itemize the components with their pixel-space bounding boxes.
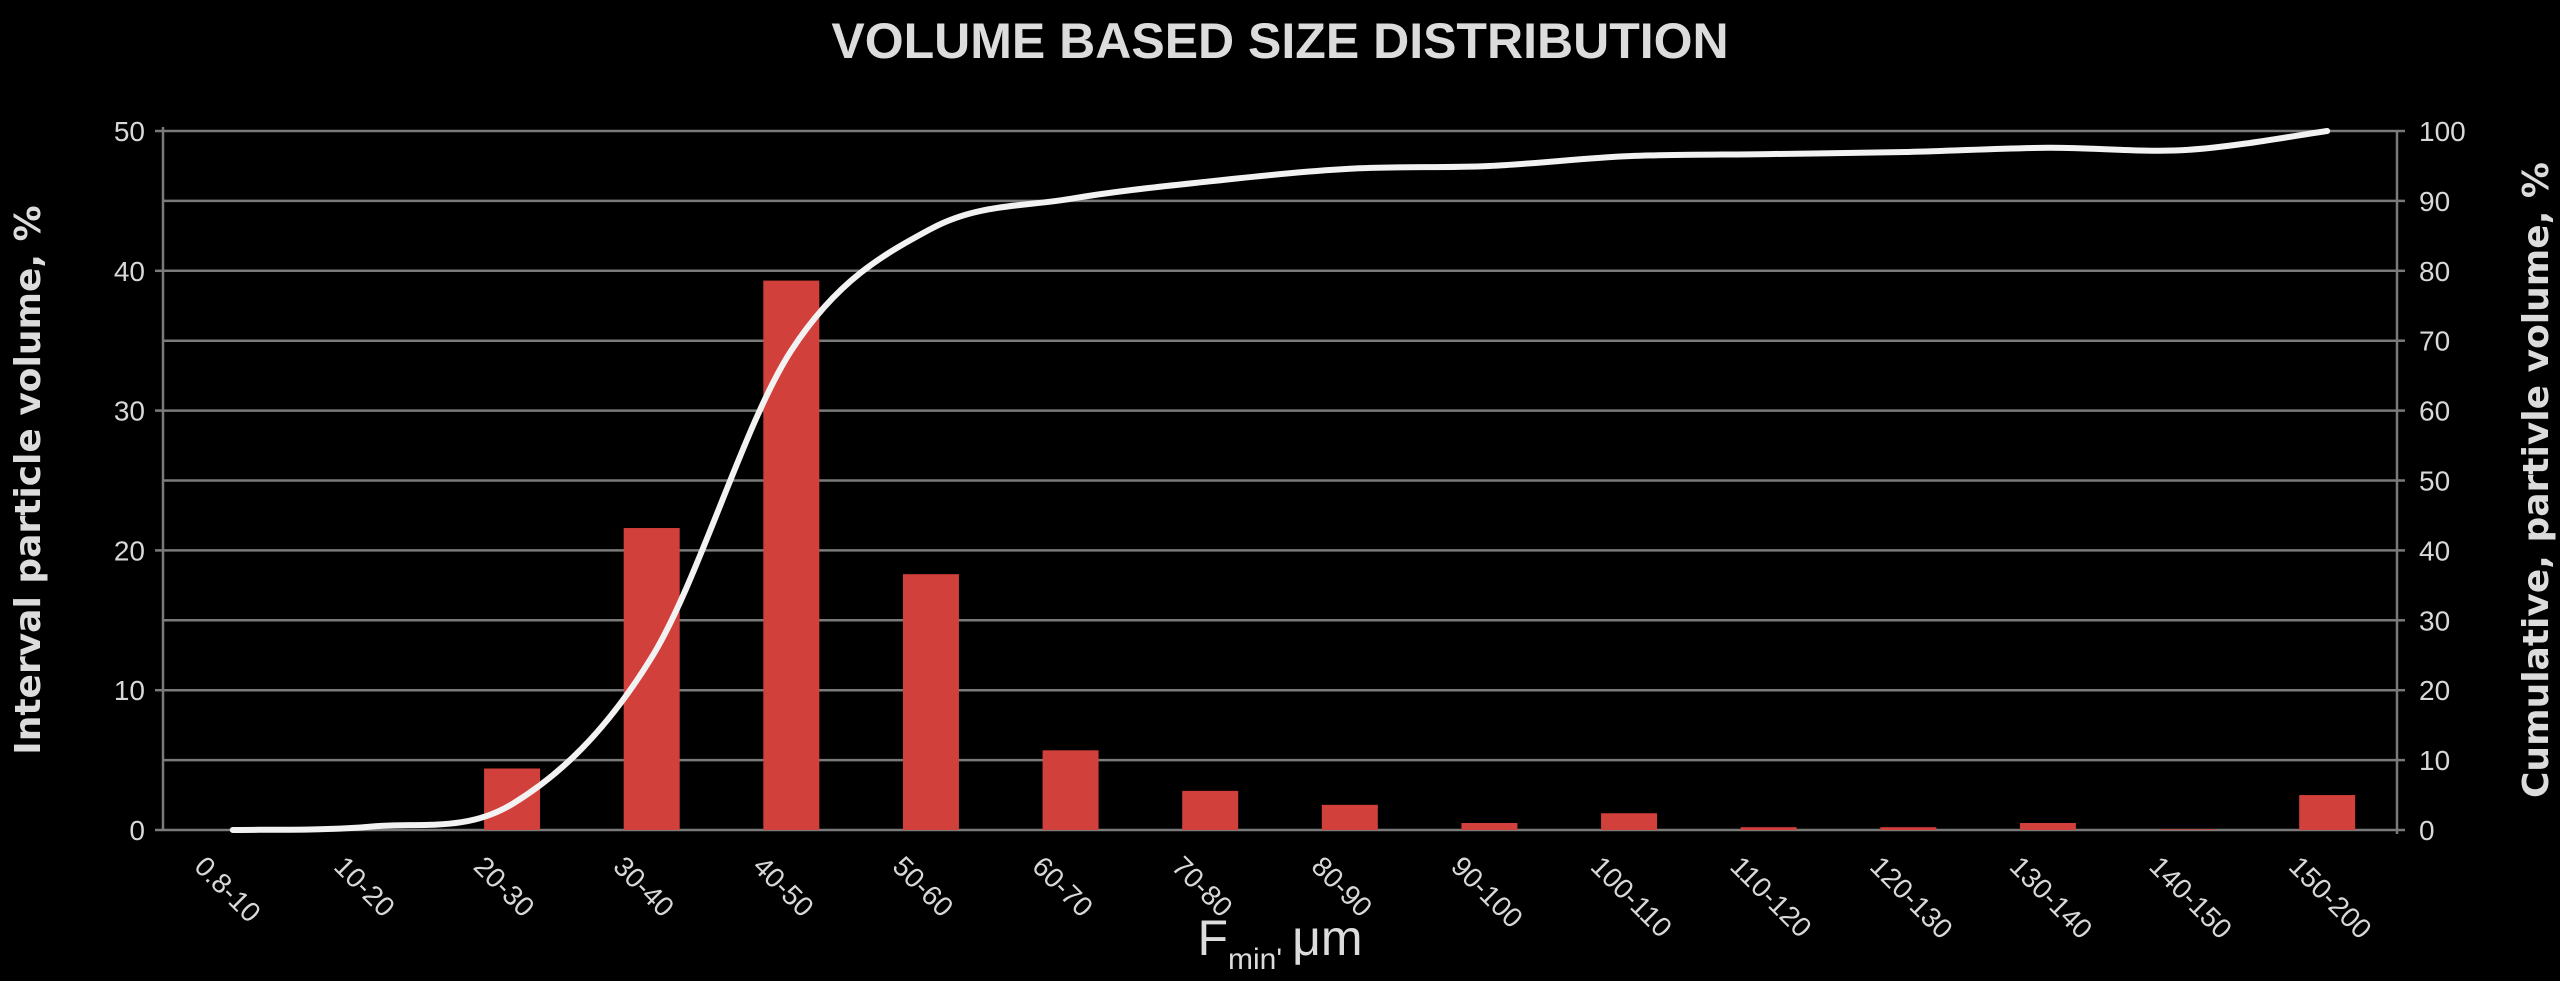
- bar-140-150: [2159, 829, 2216, 830]
- y2-tick-label: 80: [2419, 256, 2450, 287]
- y-tick-label: 10: [114, 675, 145, 706]
- x-axis-label-subscript: min': [1228, 943, 1282, 976]
- y2-tick-label: 40: [2419, 535, 2450, 566]
- bar-40-50: [763, 280, 820, 830]
- x-axis-ticks: 0.8-10 10-20 20-30 30-40 40-50 50-60 60-70 70-8…: [189, 850, 2378, 945]
- y2-tick-label: 70: [2419, 326, 2450, 357]
- bar-30-40: [623, 528, 680, 830]
- gridlines: [161, 127, 2399, 834]
- x-tick-label: 0.8-10: [189, 850, 267, 928]
- bar-80-90: [1321, 804, 1378, 830]
- bar-20-30: [484, 768, 541, 830]
- y2-tick-label: 0: [2419, 815, 2435, 846]
- bar-130-140: [2019, 823, 2076, 830]
- bar-150-200: [2299, 795, 2356, 830]
- x-tick-label: 150-200: [2283, 850, 2378, 945]
- y-tick-label: 30: [114, 396, 145, 427]
- y-tick-label: 0: [129, 815, 145, 846]
- x-tick-label: 110-120: [1724, 850, 1817, 943]
- x-tick-label: 20-30: [468, 850, 541, 923]
- y-tick-label: 50: [114, 116, 145, 147]
- x-tick-label: 10-20: [328, 850, 401, 923]
- y-tick-label: 40: [114, 256, 145, 287]
- x-tick-label: 40-50: [747, 850, 820, 923]
- bar-60-70: [1042, 750, 1099, 830]
- x-tick-label: 120-130: [1864, 850, 1959, 945]
- x-tick-label: 100-110: [1585, 850, 1678, 943]
- y2-axis-label: Cumulative, partivle volume, %: [2516, 162, 2557, 798]
- y-tick-label: 20: [114, 535, 145, 566]
- y2-tick-label: 100: [2419, 116, 2466, 147]
- bar-120-130: [1880, 827, 1937, 830]
- bar-100-110: [1601, 813, 1658, 830]
- bars: [484, 280, 2356, 830]
- right-axis-ticks: 0 10 20 30 40 50 60 70 80 90 100: [2397, 116, 2466, 846]
- cumulative-curve: [229, 128, 2331, 833]
- y2-tick-label: 90: [2419, 186, 2450, 217]
- y-axis-label: Interval particle volume, %: [8, 205, 49, 754]
- x-axis-label-unit: μm: [1292, 910, 1362, 966]
- cumulative-line: [229, 128, 2331, 833]
- x-tick-label: 90-100: [1445, 850, 1529, 934]
- x-tick-label: 140-150: [2143, 850, 2238, 945]
- bar-50-60: [902, 574, 959, 830]
- left-axis-ticks: 0 10 20 30 40 50: [114, 116, 163, 846]
- y2-tick-label: 20: [2419, 675, 2450, 706]
- bar-110-120: [1740, 827, 1797, 830]
- chart-title: VOLUME BASED SIZE DISTRIBUTION: [831, 13, 1728, 69]
- bar-90-100: [1461, 823, 1518, 830]
- y2-tick-label: 30: [2419, 605, 2450, 636]
- y2-tick-label: 50: [2419, 466, 2450, 497]
- x-tick-label: 50-60: [887, 850, 960, 923]
- x-tick-label: 130-140: [2004, 850, 2099, 945]
- x-tick-label: 30-40: [607, 850, 680, 923]
- x-axis-label-main: F: [1197, 910, 1228, 966]
- x-axis-label: Fmin' μm: [1197, 910, 1362, 976]
- bar-70-80: [1182, 790, 1239, 830]
- y2-tick-label: 10: [2419, 745, 2450, 776]
- y2-tick-label: 60: [2419, 396, 2450, 427]
- x-tick-label: 60-70: [1026, 850, 1099, 923]
